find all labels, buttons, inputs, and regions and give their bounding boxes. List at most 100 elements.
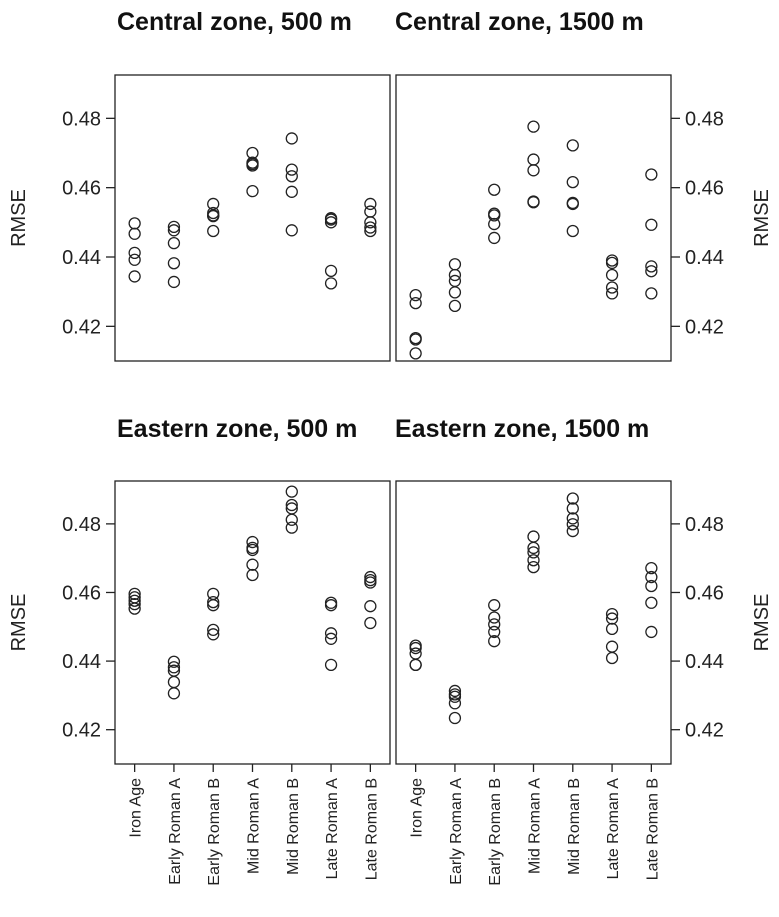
panel-title: Central zone, 500 m: [117, 8, 352, 36]
data-point: [207, 209, 220, 223]
data-point: [527, 196, 540, 209]
data-point: [448, 286, 462, 299]
data-point: [364, 616, 377, 630]
data-point: [488, 599, 501, 612]
data-point: [285, 485, 298, 498]
data-point: [128, 253, 141, 266]
x-tick-label: Mid Roman B: [285, 778, 302, 875]
data-point: [488, 611, 501, 624]
data-point: [488, 625, 501, 639]
y-axis-label: RMSE: [8, 594, 30, 652]
data-point: [324, 264, 338, 278]
y-tick-label: 0.48: [685, 108, 724, 130]
data-point: [207, 224, 220, 238]
data-point: [527, 530, 540, 543]
data-point: [488, 183, 501, 196]
data-point: [527, 164, 540, 177]
data-point: [364, 570, 377, 584]
data-point: [645, 260, 658, 273]
data-point: [246, 568, 259, 582]
data-point: [645, 570, 658, 584]
data-point: [448, 711, 462, 725]
data-point: [527, 554, 540, 567]
data-point: [285, 513, 298, 526]
data-point: [566, 524, 579, 538]
data-point: [128, 246, 141, 259]
data-point: [246, 558, 259, 571]
data-point: [207, 628, 220, 641]
data-point: [128, 587, 141, 601]
data-point: [324, 632, 338, 645]
y-tick-label: 0.44: [62, 247, 101, 269]
data-point: [527, 546, 540, 559]
x-tick-label: Iron Age: [128, 778, 145, 838]
data-point: [128, 270, 141, 283]
x-tick-label: Late Roman B: [363, 778, 380, 880]
data-point: [285, 163, 298, 176]
x-tick-label: Late Roman B: [644, 778, 661, 880]
data-point: [645, 579, 658, 593]
y-tick-label: 0.42: [685, 720, 724, 742]
data-point: [605, 256, 619, 270]
data-point: [409, 347, 422, 360]
panel-title: Eastern zone, 1500 m: [395, 415, 649, 443]
data-point: [605, 622, 619, 635]
data-point: [566, 518, 579, 531]
data-point: [128, 594, 141, 607]
x-tick-label: Mid Roman A: [246, 778, 263, 874]
data-point: [448, 258, 462, 271]
data-point: [566, 512, 579, 525]
data-point: [324, 596, 338, 609]
data-point: [488, 209, 501, 222]
data-point: [566, 224, 579, 238]
data-point: [285, 521, 298, 534]
data-point: [645, 625, 658, 639]
data-point: [324, 658, 338, 672]
data-point: [605, 268, 619, 282]
x-tick-label: Early Roman B: [206, 778, 223, 886]
data-point: [645, 596, 658, 609]
data-point: [167, 220, 181, 233]
data-point: [246, 159, 259, 172]
data-point: [409, 296, 422, 310]
data-point: [566, 175, 579, 189]
data-point: [605, 651, 619, 665]
y-tick-label: 0.42: [685, 316, 724, 338]
data-point: [167, 687, 181, 700]
data-point: [488, 217, 501, 231]
data-point: [448, 299, 462, 313]
data-point: [324, 627, 338, 640]
data-point: [167, 257, 181, 270]
data-point: [167, 275, 181, 289]
x-tick-label: Early Roman A: [448, 778, 465, 885]
data-point: [488, 635, 501, 648]
data-point: [364, 600, 377, 613]
data-point: [128, 602, 141, 615]
panel-title: Central zone, 1500 m: [395, 8, 644, 36]
data-point: [207, 599, 220, 612]
data-point: [645, 287, 658, 300]
x-tick-label: Late Roman A: [324, 778, 341, 880]
data-point: [324, 213, 338, 226]
data-point: [566, 502, 579, 515]
y-tick-label: 0.48: [62, 514, 101, 536]
data-point: [527, 560, 540, 574]
y-tick-label: 0.44: [62, 651, 101, 673]
panel-frame: [114, 480, 391, 765]
data-point: [364, 576, 377, 589]
data-point: [409, 333, 422, 346]
y-tick-label: 0.44: [685, 247, 724, 269]
data-point: [645, 168, 658, 181]
data-point: [448, 684, 462, 698]
data-point: [285, 170, 298, 183]
data-point: [645, 265, 658, 278]
x-tick-label: Early Roman A: [167, 778, 184, 885]
data-point: [167, 224, 181, 237]
y-tick-label: 0.46: [685, 178, 724, 200]
data-point: [246, 535, 259, 549]
data-point: [488, 618, 501, 631]
y-tick-label: 0.46: [62, 582, 101, 604]
data-point: [324, 599, 338, 612]
x-tick-label: Early Roman B: [487, 778, 504, 886]
